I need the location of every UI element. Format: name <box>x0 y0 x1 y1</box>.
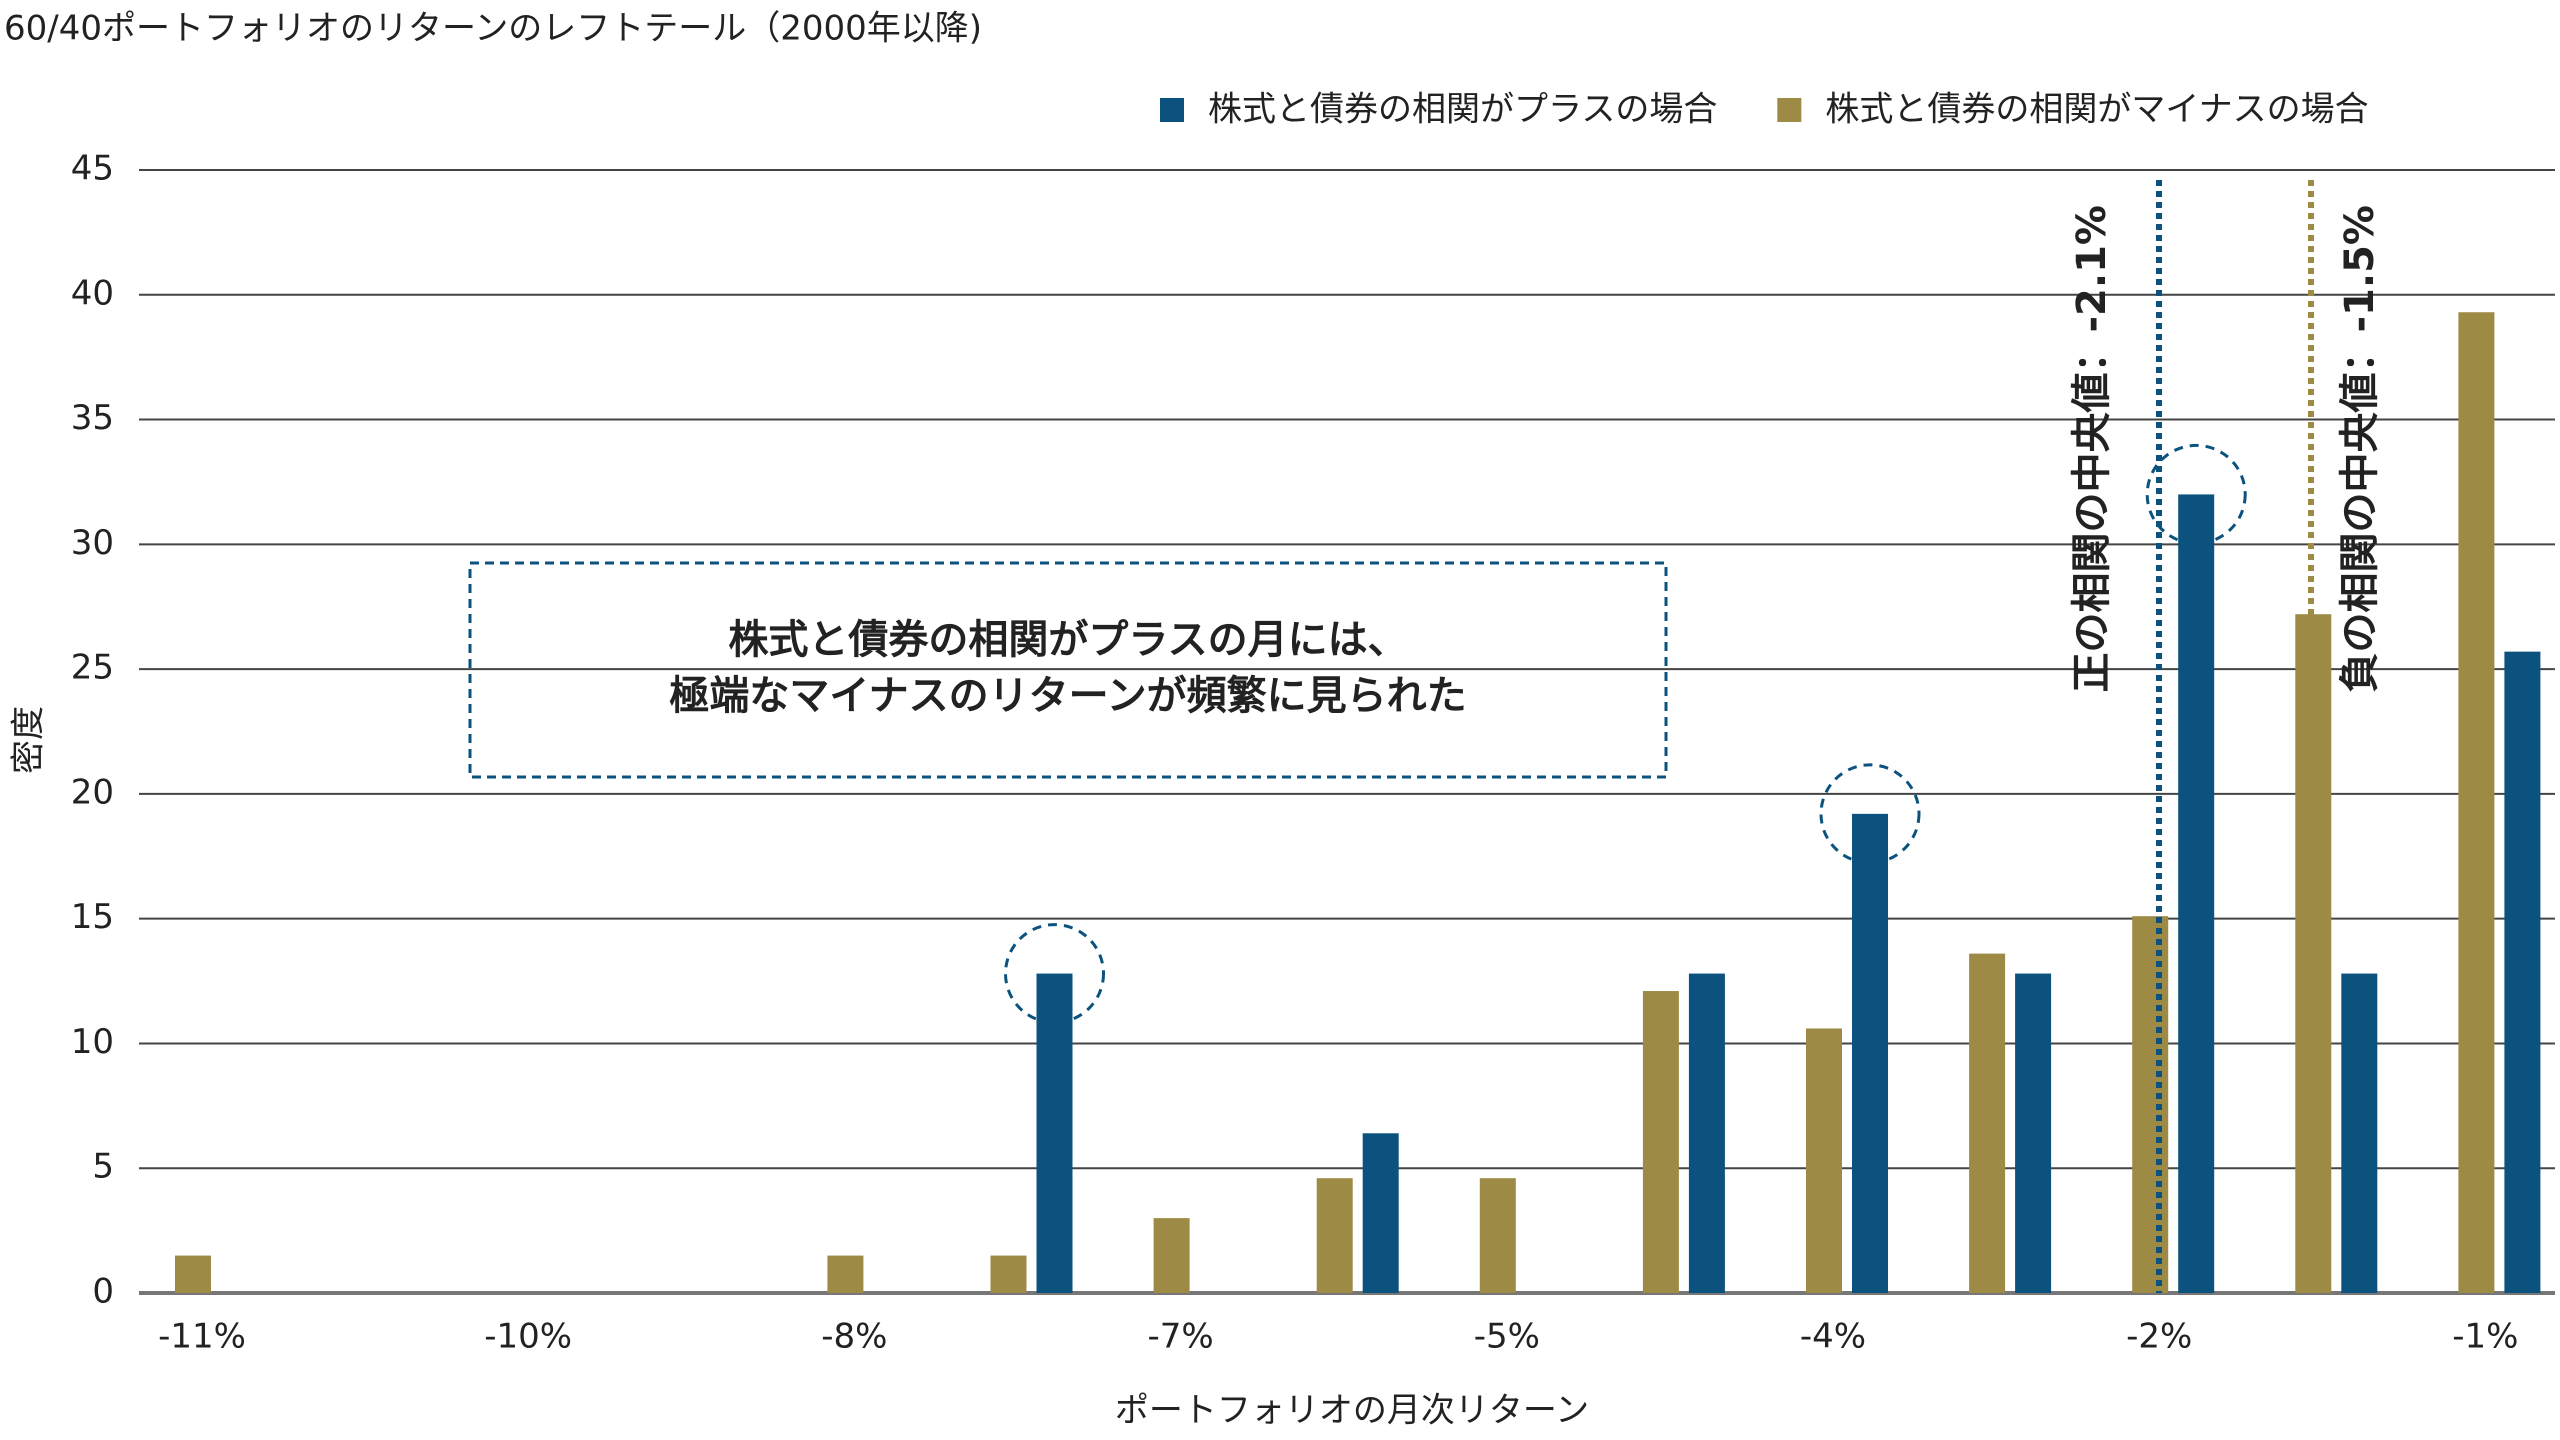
bar <box>1316 1178 1353 1293</box>
median-label: 正の相関の中央値：-2.1% <box>2069 205 2115 693</box>
bar <box>1036 973 1073 1293</box>
y-axis-label: 密度 <box>9 706 49 774</box>
bar <box>1153 1218 1190 1293</box>
x-tick-label: -2% <box>2126 1317 2192 1357</box>
median-label: 負の相関の中央値：-1.5% <box>2337 205 2383 693</box>
x-tick-label: -4% <box>1800 1317 1866 1357</box>
bar <box>1362 1133 1399 1293</box>
y-tick-label: 10 <box>71 1022 114 1062</box>
legend-swatch <box>1160 98 1184 122</box>
x-tick-label: -7% <box>1147 1317 1213 1357</box>
bar <box>1852 813 1888 1293</box>
bar <box>827 1255 864 1293</box>
y-tick-label: 45 <box>71 149 114 189</box>
bar <box>1479 1178 1516 1293</box>
legend-label: 株式と債券の相関がプラスの場合 <box>1208 90 1717 130</box>
legend-label: 株式と債券の相関がマイナスの場合 <box>1825 90 2368 130</box>
y-tick-label: 40 <box>71 273 114 313</box>
x-axis-label: ポートフォリオの月次リターン <box>1115 1391 1589 1431</box>
bar <box>175 1255 211 1293</box>
x-tick-label: -8% <box>821 1317 887 1357</box>
bar <box>1969 953 2006 1293</box>
y-tick-label: 20 <box>71 772 114 812</box>
highlight-circle <box>2145 443 2247 545</box>
annotation-text: 株式と債券の相関がプラスの月には、 <box>728 617 1407 663</box>
x-tick-label: -5% <box>1474 1317 1540 1357</box>
bar <box>2504 651 2541 1293</box>
bar <box>2178 494 2215 1293</box>
bar <box>2341 973 2378 1293</box>
bar <box>1688 973 1725 1293</box>
bar <box>2015 973 2052 1293</box>
chart-title: 60/40ポートフォリオのリターンのレフトテール（2000年以降) <box>4 9 982 49</box>
y-tick-label: 30 <box>71 523 114 563</box>
x-tick-label: -10% <box>484 1317 572 1357</box>
bar <box>2132 916 2169 1293</box>
annotation-text: 極端なマイナスのリターンが頻繁に見られた <box>669 673 1466 719</box>
bar <box>1642 991 1679 1293</box>
y-tick-label: 0 <box>92 1272 114 1312</box>
y-tick-label: 5 <box>92 1147 114 1187</box>
highlight-circle <box>1004 923 1105 1025</box>
y-tick-label: 15 <box>71 897 114 937</box>
x-tick-label: -1% <box>2452 1317 2518 1357</box>
x-tick-label: -11% <box>158 1317 246 1357</box>
legend-swatch <box>1777 98 1802 122</box>
y-tick-label: 35 <box>71 398 114 438</box>
bar <box>1806 1028 1842 1293</box>
highlight-circle <box>1819 763 1921 865</box>
bar <box>990 1255 1027 1293</box>
y-tick-label: 25 <box>71 648 114 688</box>
bar <box>2458 312 2495 1293</box>
